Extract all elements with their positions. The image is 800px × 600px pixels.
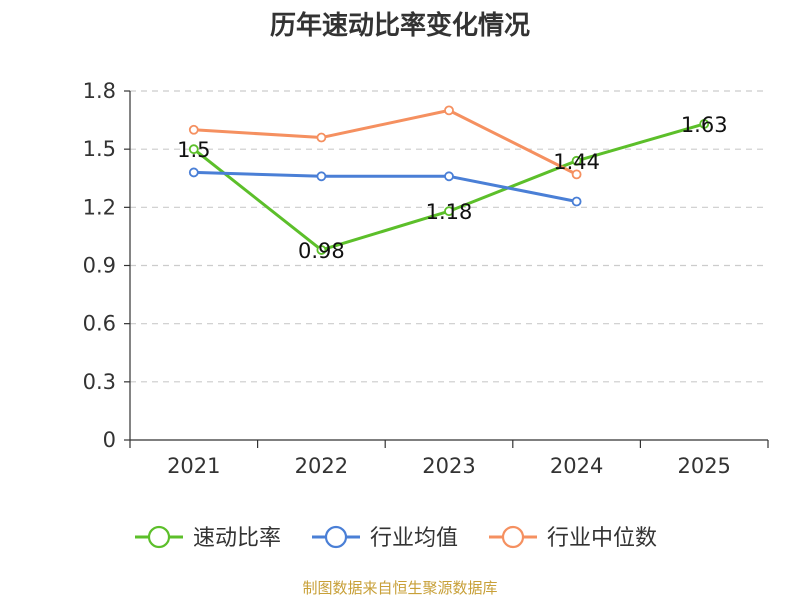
- series-line-0: [192, 122, 705, 252]
- data-label-2024: 1.44: [553, 150, 600, 174]
- data-point-1-2023: [444, 171, 454, 182]
- data-point-2-2024: [571, 169, 582, 180]
- series-lines: [188, 105, 710, 255]
- series-line-1: [193, 170, 577, 203]
- y-tick-label-1: 0.3: [83, 370, 116, 394]
- legend-marker-icon: [147, 525, 171, 549]
- data-label-2023: 1.18: [426, 200, 473, 224]
- data-label-2025: 1.63: [681, 113, 728, 137]
- source-note: 制图数据来自恒生聚源数据库: [302, 579, 498, 597]
- axes: 0 0.3 0.6 0.9 1.2 1.5 1.8 2021 2022 2023 2024 2025: [83, 79, 769, 478]
- y-tick-label-3: 0.9: [83, 254, 116, 278]
- data-point-1-2022: [316, 171, 327, 182]
- legend-label: 速动比率: [193, 526, 281, 551]
- data-labels: 1.5 0.98 1.18 1.44 1.63: [177, 113, 727, 263]
- data-point-0-2024: [571, 155, 582, 166]
- series-line-2: [193, 108, 578, 176]
- x-tick-label-2021: 2021: [167, 454, 220, 478]
- y-tick-label-4: 1.2: [83, 195, 116, 219]
- data-point-0-2021: [188, 144, 199, 155]
- data-point-2-2021: [188, 124, 199, 135]
- legend-item-1[interactable]: 行业均值: [312, 525, 458, 551]
- x-tick-label-2023: 2023: [422, 454, 475, 478]
- y-tick-label-0: 0: [103, 428, 116, 452]
- chart-title: 历年速动比率变化情况: [270, 10, 530, 41]
- data-point-0-2025: [699, 119, 710, 129]
- data-point-0-2022: [316, 245, 327, 255]
- y-tick-label-2: 0.6: [83, 312, 116, 336]
- data-point-1-2024: [571, 196, 582, 207]
- data-point-0-2023: [444, 206, 454, 217]
- data-point-2-2023: [444, 105, 454, 116]
- x-tick-label-2025: 2025: [677, 454, 730, 478]
- x-tick-label-2024: 2024: [550, 454, 603, 478]
- legend-marker-icon: [324, 525, 348, 549]
- x-tick-label-2022: 2022: [295, 454, 348, 478]
- data-point-1-2021: [188, 167, 199, 178]
- data-label-2021: 1.5: [177, 138, 210, 162]
- legend-label: 行业均值: [370, 526, 458, 551]
- y-tick-label-6: 1.8: [83, 79, 116, 103]
- legend-label: 行业中位数: [547, 526, 657, 551]
- legend-item-2[interactable]: 行业中位数: [489, 525, 657, 551]
- legend[interactable]: 速动比率 行业均值 行业中位数: [135, 525, 657, 551]
- legend-marker-icon: [501, 525, 525, 549]
- y-tick-label-5: 1.5: [83, 137, 116, 161]
- data-point-2-2022: [316, 132, 327, 143]
- data-label-2022: 0.98: [298, 239, 345, 263]
- legend-item-0[interactable]: 速动比率: [135, 525, 281, 551]
